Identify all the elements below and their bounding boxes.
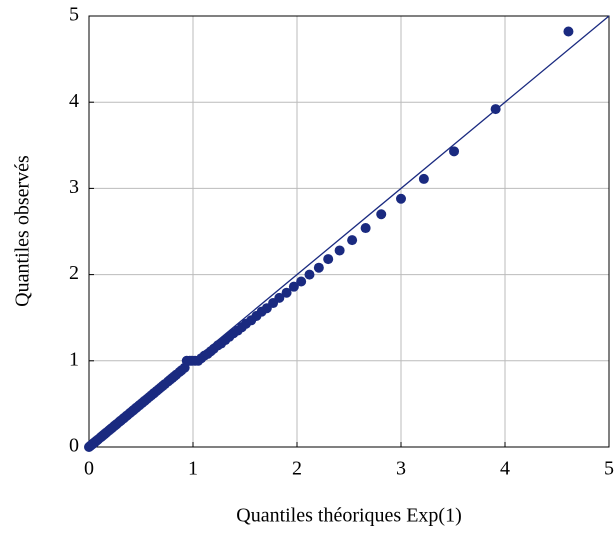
plot-frame [88,15,610,448]
y-tick-label: 0 [69,435,79,457]
y-tick-label: 1 [69,348,79,370]
point [281,287,292,298]
x-tick-label: 4 [500,458,510,480]
x-tick-label: 1 [188,458,198,480]
point [274,292,285,303]
y-axis-label: Quantiles observés [12,155,34,307]
x-axis-label: Quantiles théoriques Exp(1) [236,505,462,527]
point [490,104,501,115]
y-tick-label: 2 [69,262,79,284]
x-tick-label: 3 [396,458,406,480]
point [360,223,371,234]
point [296,276,307,287]
point [288,281,299,292]
x-tick-label: 0 [84,458,94,480]
point [563,26,574,37]
point [418,173,429,184]
x-tick-label: 5 [604,458,614,480]
y-tick-label: 4 [69,90,79,112]
x-tick-label: 2 [292,458,302,480]
point [376,209,387,220]
point [313,262,324,273]
y-tick-label: 5 [69,4,79,26]
point [323,254,334,265]
y-tick-label: 3 [69,176,79,198]
point [347,235,358,246]
point [449,146,460,157]
point [334,245,345,256]
point [396,193,406,204]
point [304,269,315,280]
